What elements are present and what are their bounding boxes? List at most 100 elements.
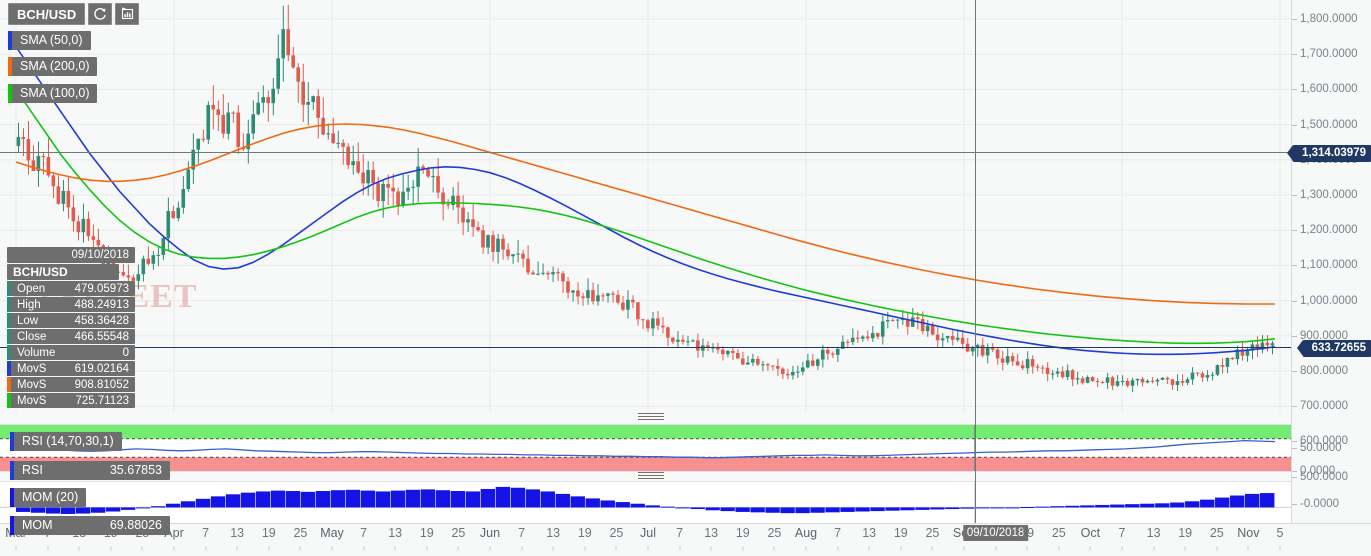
time-tick: 7 bbox=[518, 526, 526, 540]
ohlc-swatch bbox=[7, 329, 11, 344]
time-gridline bbox=[1026, 546, 1028, 551]
ohlc-value: 466.55548 bbox=[74, 330, 129, 343]
price-tick: 1,000.0000 bbox=[1292, 294, 1371, 308]
time-gridline bbox=[426, 546, 428, 551]
time-tick: 7 bbox=[360, 526, 368, 540]
momentum-chart-canvas bbox=[0, 482, 1291, 523]
time-axis[interactable]: Mar7131925Apr7131925May7131925Jun7131925… bbox=[0, 523, 1371, 556]
price-tick: 1,200.0000 bbox=[1292, 223, 1371, 237]
current-price-line bbox=[0, 347, 1291, 349]
time-gridline bbox=[900, 546, 902, 551]
time-gridline bbox=[141, 546, 143, 551]
momentum-pane[interactable] bbox=[0, 481, 1291, 523]
time-tick: 25 bbox=[293, 526, 308, 540]
rsi-pane[interactable] bbox=[0, 424, 1291, 472]
rsi-chart-canvas bbox=[0, 425, 1291, 471]
sma-line-1 bbox=[15, 89, 1276, 345]
refresh-icon[interactable] bbox=[88, 3, 113, 25]
symbol-button[interactable]: BCH/USD bbox=[8, 3, 86, 25]
price-tick: 1,700.0000 bbox=[1292, 47, 1371, 61]
time-tick: 13 bbox=[388, 526, 403, 540]
time-tick: 25 bbox=[1209, 526, 1224, 540]
pane-divider-handle-mom[interactable] bbox=[638, 471, 664, 480]
ohlc-value: 479.05973 bbox=[74, 282, 129, 295]
ohlc-key: MovS bbox=[17, 362, 47, 375]
time-tick-selected[interactable]: 09/10/2018 bbox=[962, 525, 1029, 541]
time-gridline bbox=[647, 546, 649, 551]
time-gridline bbox=[1089, 546, 1091, 551]
time-tick: 7 bbox=[676, 526, 684, 540]
indicator-tick: 50.0000 bbox=[1292, 441, 1371, 455]
ohlc-row-high-1: High 488.24913 bbox=[7, 297, 135, 312]
time-gridline bbox=[47, 546, 49, 551]
time-gridline bbox=[1184, 546, 1186, 551]
time-tick: 7 bbox=[1118, 526, 1126, 540]
time-tick: 19 bbox=[1178, 526, 1193, 540]
chart-toolbar[interactable]: BCH/USD bbox=[8, 3, 140, 25]
legend-sma-200[interactable]: SMA (200,0) bbox=[8, 57, 98, 76]
legend-swatch-rsi bbox=[10, 432, 14, 451]
time-gridline bbox=[837, 546, 839, 551]
ohlc-value: 0 bbox=[122, 346, 129, 359]
time-gridline bbox=[521, 546, 523, 551]
ohlc-key: High bbox=[17, 298, 41, 311]
legend-sma-100[interactable]: SMA (100,0) bbox=[8, 84, 98, 103]
price-tick: 1,300.0000 bbox=[1292, 188, 1371, 202]
ohlc-row-volume-4: Volume 0 bbox=[7, 345, 135, 360]
time-tick: 19 bbox=[261, 526, 276, 540]
rsi-value-row[interactable]: RSI 35.67853 bbox=[10, 461, 170, 480]
time-tick: 7 bbox=[202, 526, 210, 540]
time-tick: 19 bbox=[893, 526, 908, 540]
time-tick: 19 bbox=[577, 526, 592, 540]
legend-label-rsi: RSI (14,70,30,1) bbox=[22, 434, 114, 448]
chart-settings-icon[interactable] bbox=[115, 3, 140, 25]
time-gridline bbox=[1058, 546, 1060, 551]
legend-sma-50[interactable]: SMA (50,0) bbox=[8, 31, 91, 50]
sma-line-2 bbox=[15, 123, 1275, 305]
time-gridline bbox=[1247, 546, 1249, 551]
time-tick: Jun bbox=[479, 526, 501, 540]
time-tick: 13 bbox=[1146, 526, 1161, 540]
time-gridline bbox=[584, 546, 586, 551]
time-tick: 25 bbox=[451, 526, 466, 540]
pane-divider-handle-rsi[interactable] bbox=[638, 412, 664, 421]
time-tick: 19 bbox=[1020, 526, 1035, 540]
price-axis[interactable]: 1,800.0000 1,700.0000 1,600.0000 1,500.0000… bbox=[1287, 0, 1371, 523]
ohlc-row-open-0: Open 479.05973 bbox=[7, 281, 135, 296]
legend-rsi[interactable]: RSI (14,70,30,1) bbox=[10, 432, 122, 451]
ohlc-row-movs-5: MovS 619.02164 bbox=[7, 361, 135, 376]
time-gridline bbox=[615, 546, 617, 551]
time-tick: 19 bbox=[419, 526, 434, 540]
price-pane[interactable] bbox=[0, 0, 1291, 413]
legend-label-mom: MOM (20) bbox=[22, 490, 79, 504]
price-tick: 800.0000 bbox=[1292, 364, 1371, 378]
ohlc-date: 09/10/2018 bbox=[7, 247, 135, 263]
time-gridline bbox=[363, 546, 365, 551]
ohlc-swatch bbox=[7, 313, 11, 328]
time-gridline bbox=[110, 546, 112, 551]
time-gridline bbox=[489, 546, 491, 551]
sma-line-0 bbox=[15, 46, 1276, 356]
ohlc-value: 725.71123 bbox=[75, 394, 129, 407]
price-tick: 500.0000 bbox=[1292, 470, 1371, 484]
time-gridline bbox=[394, 546, 396, 551]
time-gridline bbox=[1153, 546, 1155, 551]
time-gridline bbox=[868, 546, 870, 551]
time-tick: 25 bbox=[767, 526, 782, 540]
time-tick: 13 bbox=[704, 526, 719, 540]
ohlc-row-movs-6: MovS 908.81052 bbox=[7, 377, 135, 392]
ohlc-row-movs-7: MovS 725.71123 bbox=[7, 393, 135, 408]
ohlc-rows: Open 479.05973 High 488.24913 Low 458.36428 Cl… bbox=[7, 281, 135, 408]
price-tick: 1,600.0000 bbox=[1292, 82, 1371, 96]
time-tick: May bbox=[320, 526, 344, 540]
ohlc-tooltip: 09/10/2018 BCH/USD Open 479.05973 High 488.… bbox=[7, 247, 135, 409]
time-gridline bbox=[236, 546, 238, 551]
time-gridline bbox=[205, 546, 207, 551]
time-gridline bbox=[963, 546, 965, 551]
mom-value-row[interactable]: MOM 69.88026 bbox=[10, 516, 170, 535]
legend-mom[interactable]: MOM (20) bbox=[10, 488, 87, 507]
time-gridline bbox=[773, 546, 775, 551]
time-gridline bbox=[710, 546, 712, 551]
ohlc-swatch bbox=[7, 361, 11, 376]
time-tick: Jul bbox=[640, 526, 656, 540]
